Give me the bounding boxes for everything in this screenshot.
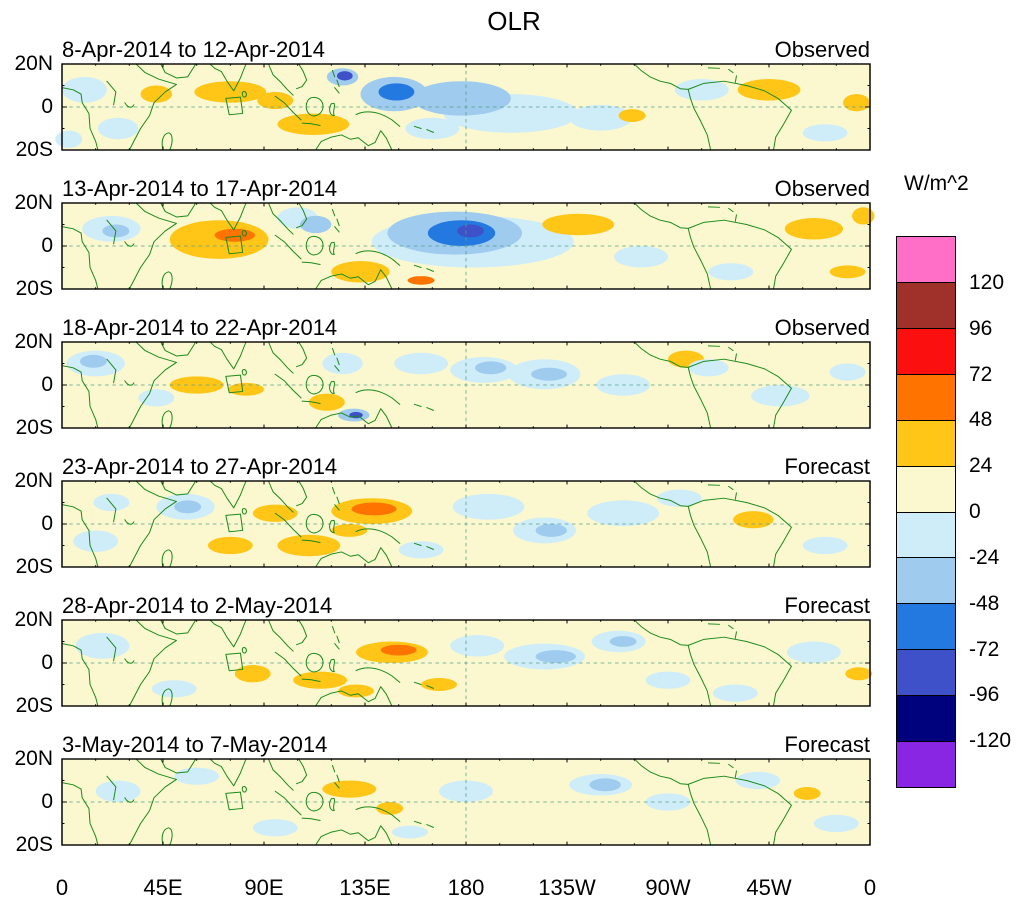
- colorbar: 120 96 72 48 24 0 -24 -48 -72 -96 -120: [896, 236, 1011, 788]
- panel-2-y-axis: 20N 0 20S: [0, 191, 62, 300]
- x-tick: 180: [447, 875, 485, 900]
- colorbar-tick: -96: [969, 683, 1000, 707]
- panel-3-date-range: 18-Apr-2014 to 22-Apr-2014: [62, 315, 338, 340]
- panel-4-header: 23-Apr-2014 to 27-Apr-2014 Forecast: [62, 453, 870, 481]
- panel-2-header: 13-Apr-2014 to 17-Apr-2014 Observed: [62, 175, 870, 203]
- colorbar-unit-label: W/m^2: [904, 172, 969, 195]
- chart-title: OLR: [487, 6, 541, 36]
- map-panel-1: [55, 63, 871, 151]
- y-tick-20n: 20N: [14, 608, 53, 631]
- x-tick: 0: [55, 875, 69, 900]
- colorbar-area: W/m^2 120 96 72 48 24 0 -24 -48 -72 -96 -120: [896, 172, 1028, 788]
- colorbar-tick: 72: [969, 362, 993, 386]
- panel-1-type-label: Observed: [774, 37, 870, 62]
- colorbar-tick: -120: [969, 729, 1012, 753]
- panel-2-type-label: Observed: [774, 176, 870, 201]
- colorbar-segment: [897, 557, 955, 604]
- panel-4-y-axis: 20N 0 20S: [0, 469, 62, 578]
- map-panel-2: [61, 202, 875, 290]
- colorbar-segment: [897, 281, 955, 328]
- x-tick: 0: [863, 875, 877, 900]
- colorbar-segment: [897, 419, 955, 466]
- panel-5-type-label: Forecast: [784, 593, 870, 618]
- colorbar-segment: [897, 237, 955, 282]
- panel-4-date-range: 23-Apr-2014 to 27-Apr-2014: [62, 454, 338, 479]
- y-tick-0: 0: [41, 234, 53, 257]
- colorbar-segment: [897, 465, 955, 512]
- y-tick-20n: 20N: [14, 469, 53, 492]
- y-tick-0: 0: [41, 95, 53, 118]
- panel-4-type-label: Forecast: [784, 454, 870, 479]
- y-tick-20s: 20S: [15, 277, 53, 300]
- panel-2-date-range: 13-Apr-2014 to 17-Apr-2014: [62, 176, 338, 201]
- map-panel-3: [61, 341, 871, 429]
- colorbar-tick: -72: [969, 637, 1000, 661]
- panel-1-date-range: 8-Apr-2014 to 12-Apr-2014: [62, 37, 325, 62]
- panel-3-type-label: Observed: [774, 315, 870, 340]
- y-tick-20s: 20S: [15, 694, 53, 717]
- panel-5-date-range: 28-Apr-2014 to 2-May-2014: [62, 593, 333, 618]
- colorbar-segment: [897, 741, 955, 788]
- colorbar-tick: 48: [969, 408, 993, 432]
- panel-5-y-axis: 20N 0 20S: [0, 608, 62, 717]
- x-tick: 90E: [244, 875, 284, 900]
- panel-1-header: 8-Apr-2014 to 12-Apr-2014 Observed: [62, 36, 870, 64]
- panel-5: 28-Apr-2014 to 2-May-2014 Forecast 20N 0…: [0, 592, 1028, 717]
- x-tick: 90W: [645, 875, 691, 900]
- x-axis: 0 45E 90E 135E 180 135W 90W 45W 0: [56, 870, 876, 904]
- panel-6-date-range: 3-May-2014 to 7-May-2014: [62, 732, 328, 757]
- y-tick-20s: 20S: [15, 555, 53, 578]
- colorbar-tick: 0: [969, 500, 981, 523]
- colorbar-tick: 24: [969, 454, 993, 478]
- panel-6: 3-May-2014 to 7-May-2014 Forecast 20N 0 …: [0, 731, 1028, 856]
- map-panel-6: [61, 758, 871, 846]
- x-tick: 45E: [143, 875, 183, 900]
- panel-3-header: 18-Apr-2014 to 22-Apr-2014 Observed: [62, 314, 870, 342]
- y-tick-0: 0: [41, 373, 53, 396]
- y-tick-20s: 20S: [15, 416, 53, 439]
- x-tick: 135W: [538, 875, 596, 900]
- y-tick-20s: 20S: [15, 138, 53, 161]
- panel-4: 23-Apr-2014 to 27-Apr-2014 Forecast 20N …: [0, 453, 1028, 578]
- y-tick-20n: 20N: [14, 52, 53, 75]
- colorbar-tick: -48: [969, 591, 1000, 615]
- panel-1-y-axis: 20N 0 20S: [0, 52, 62, 161]
- colorbar-tick: 120: [969, 270, 1005, 294]
- x-tick: 135E: [339, 875, 391, 900]
- colorbar-segment: [897, 327, 955, 374]
- map-panel-4: [61, 480, 871, 568]
- colorbar-segment: [897, 373, 955, 420]
- panel-3: 18-Apr-2014 to 22-Apr-2014 Observed 20N …: [0, 314, 1028, 439]
- colorbar-segment: [897, 695, 955, 742]
- y-tick-20n: 20N: [14, 330, 53, 353]
- colorbar-tick-labels: 120 96 72 48 24 0 -24 -48 -72 -96 -120: [969, 237, 1028, 787]
- map-panel-5: [61, 619, 873, 707]
- panel-1: 8-Apr-2014 to 12-Apr-2014 Observed 20N 0…: [0, 36, 1028, 161]
- colorbar-segment: [897, 603, 955, 650]
- y-tick-20n: 20N: [14, 191, 53, 214]
- panel-2: 13-Apr-2014 to 17-Apr-2014 Observed 20N …: [0, 175, 1028, 300]
- panel-6-type-label: Forecast: [784, 732, 870, 757]
- y-tick-0: 0: [41, 790, 53, 813]
- colorbar-tick: 96: [969, 316, 993, 340]
- panel-6-y-axis: 20N 0 20S: [0, 747, 62, 856]
- panel-6-header: 3-May-2014 to 7-May-2014 Forecast: [62, 731, 870, 759]
- y-tick-0: 0: [41, 651, 53, 674]
- colorbar-tick: -24: [969, 545, 1000, 569]
- colorbar-segment: [897, 649, 955, 696]
- panel-3-y-axis: 20N 0 20S: [0, 330, 62, 439]
- colorbar-segment: [897, 511, 955, 558]
- y-tick-20s: 20S: [15, 833, 53, 856]
- y-tick-20n: 20N: [14, 747, 53, 770]
- x-tick: 45W: [746, 875, 792, 900]
- y-tick-0: 0: [41, 512, 53, 535]
- panel-5-header: 28-Apr-2014 to 2-May-2014 Forecast: [62, 592, 870, 620]
